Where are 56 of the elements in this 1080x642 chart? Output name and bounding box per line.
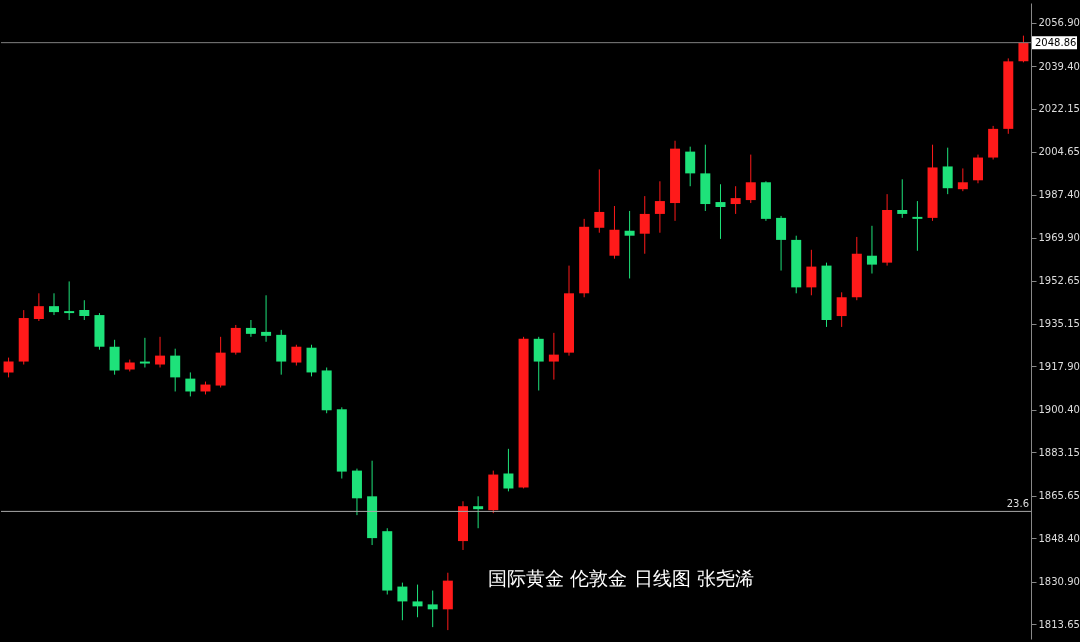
candlestick	[654, 180, 665, 234]
candlestick	[3, 357, 14, 378]
candlestick	[291, 344, 302, 367]
candlestick	[912, 200, 923, 252]
candlestick	[170, 348, 181, 392]
candlestick	[261, 294, 272, 343]
y-tick-label: 1987.40	[1038, 189, 1080, 201]
y-tick-label: 1848.40	[1038, 532, 1080, 544]
annotation: 23.6	[1006, 498, 1029, 510]
candlestick	[533, 336, 544, 391]
candlestick	[745, 154, 756, 204]
candlestick	[412, 584, 423, 618]
candlestick	[139, 337, 150, 368]
candlestick	[806, 249, 817, 296]
candlestick	[639, 195, 650, 255]
candlestick	[897, 178, 908, 219]
candlestick	[866, 225, 877, 275]
candlestick	[155, 336, 166, 368]
candlestick	[79, 299, 90, 321]
ref-line-label: 2048.86	[1035, 36, 1077, 48]
candlestick	[397, 582, 408, 621]
candlestick	[624, 210, 635, 279]
candlestick	[957, 167, 968, 192]
candlestick	[109, 339, 120, 376]
candlestick	[49, 292, 60, 316]
candlestick	[245, 319, 256, 338]
y-tick-label: 2004.65	[1038, 146, 1080, 158]
candlestick	[64, 280, 75, 321]
candlestick	[715, 183, 726, 240]
candlestick	[594, 168, 605, 234]
candlestick	[503, 448, 514, 492]
candlestick	[548, 332, 559, 381]
candlestick	[185, 371, 196, 397]
candlestick	[685, 146, 696, 187]
candlestick	[730, 185, 741, 215]
y-tick-label: 1969.90	[1038, 232, 1080, 244]
candlestick	[776, 215, 787, 272]
y-tick-label: 1917.90	[1038, 361, 1080, 372]
y-tick-label: 2022.15	[1038, 103, 1080, 115]
y-tick-label: 2056.90	[1038, 17, 1080, 29]
y-tick-label: 1813.65	[1038, 618, 1080, 630]
y-tick-label: 1900.40	[1038, 404, 1080, 416]
annotation: 国际黄金 伦敦金 日线图 张尧浠	[488, 567, 754, 589]
candlestick	[33, 292, 44, 322]
y-tick-label: 1952.65	[1038, 275, 1080, 287]
candlestick	[972, 154, 983, 184]
candlestick	[427, 590, 438, 628]
y-tick-label: 1935.15	[1038, 318, 1080, 330]
y-tick-label: 2039.40	[1038, 60, 1080, 72]
candlestick	[942, 147, 953, 195]
candlestick	[836, 291, 847, 328]
y-tick-label: 1883.15	[1038, 446, 1080, 458]
candlestick	[473, 495, 484, 529]
y-tick-label: 1865.65	[1038, 490, 1080, 502]
candlestick	[1018, 35, 1029, 63]
y-tick-label: 1830.90	[1038, 576, 1080, 588]
